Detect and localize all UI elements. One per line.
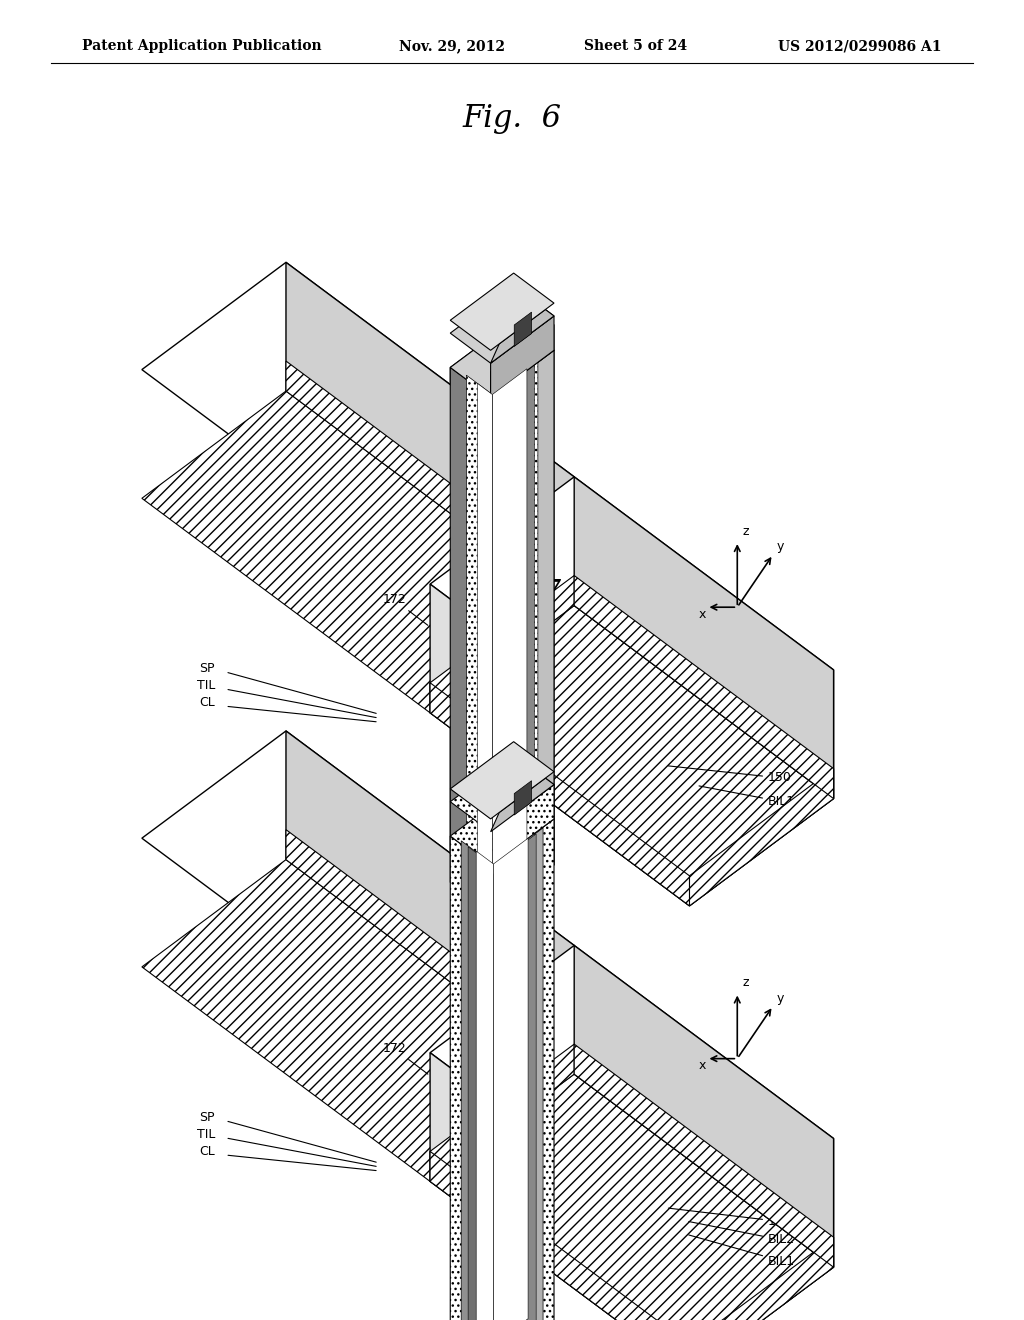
Polygon shape xyxy=(286,731,574,1074)
Text: x: x xyxy=(698,607,706,620)
Polygon shape xyxy=(430,477,834,777)
Polygon shape xyxy=(142,859,574,1181)
Polygon shape xyxy=(451,321,554,397)
Text: BIL1: BIL1 xyxy=(689,1236,795,1267)
Polygon shape xyxy=(689,671,834,906)
Polygon shape xyxy=(574,945,834,1267)
Text: Fig.  7: Fig. 7 xyxy=(463,578,561,610)
Text: US 2012/0299086 A1: US 2012/0299086 A1 xyxy=(778,40,942,53)
Text: Patent Application Publication: Patent Application Publication xyxy=(82,40,322,53)
Polygon shape xyxy=(514,312,531,346)
Polygon shape xyxy=(574,576,834,799)
Polygon shape xyxy=(490,777,554,832)
Polygon shape xyxy=(451,367,490,912)
Polygon shape xyxy=(494,828,543,1320)
Polygon shape xyxy=(430,1151,689,1320)
Polygon shape xyxy=(430,945,834,1246)
Polygon shape xyxy=(477,383,493,875)
Polygon shape xyxy=(430,583,689,906)
Polygon shape xyxy=(451,273,554,350)
Polygon shape xyxy=(689,1237,834,1320)
Polygon shape xyxy=(430,682,689,906)
Polygon shape xyxy=(492,360,538,892)
Polygon shape xyxy=(514,780,531,814)
Polygon shape xyxy=(430,1044,574,1181)
Polygon shape xyxy=(142,731,574,1053)
Polygon shape xyxy=(574,477,834,799)
Text: 172: 172 xyxy=(382,593,428,626)
Polygon shape xyxy=(451,836,490,1320)
Text: TIL: TIL xyxy=(197,678,215,692)
Text: y: y xyxy=(776,991,783,1005)
Polygon shape xyxy=(476,851,494,1320)
Polygon shape xyxy=(490,315,554,397)
Polygon shape xyxy=(490,325,554,397)
Polygon shape xyxy=(689,768,834,906)
Polygon shape xyxy=(430,945,574,1181)
Polygon shape xyxy=(466,375,492,892)
Polygon shape xyxy=(451,742,554,818)
Text: x: x xyxy=(698,1059,706,1072)
Text: z: z xyxy=(742,524,749,537)
Polygon shape xyxy=(490,818,554,1320)
Text: Nov. 29, 2012: Nov. 29, 2012 xyxy=(399,40,506,53)
Polygon shape xyxy=(451,789,554,866)
Text: 150: 150 xyxy=(669,766,792,784)
Polygon shape xyxy=(286,830,574,1074)
Polygon shape xyxy=(490,309,554,363)
Polygon shape xyxy=(286,263,574,606)
Text: Fig.  6: Fig. 6 xyxy=(463,103,561,135)
Text: SP: SP xyxy=(200,1110,215,1123)
Polygon shape xyxy=(142,391,574,713)
Text: 150: 150 xyxy=(669,1208,792,1228)
Polygon shape xyxy=(451,286,554,363)
Polygon shape xyxy=(494,838,528,1320)
Text: SP: SP xyxy=(200,661,215,675)
Text: BIL2: BIL2 xyxy=(689,1221,795,1246)
Polygon shape xyxy=(286,362,574,606)
Polygon shape xyxy=(494,834,537,1320)
Text: BIL1: BIL1 xyxy=(699,785,795,808)
Polygon shape xyxy=(689,1138,834,1320)
Polygon shape xyxy=(430,1074,834,1320)
Polygon shape xyxy=(574,1044,834,1267)
Polygon shape xyxy=(492,364,535,884)
Text: CL: CL xyxy=(200,696,215,709)
Polygon shape xyxy=(430,1053,689,1320)
Polygon shape xyxy=(514,321,554,865)
Polygon shape xyxy=(142,263,574,583)
Polygon shape xyxy=(451,755,554,832)
Polygon shape xyxy=(490,784,554,866)
Text: CL: CL xyxy=(200,1144,215,1158)
Text: z: z xyxy=(742,975,749,989)
Polygon shape xyxy=(451,321,514,882)
Polygon shape xyxy=(490,350,554,912)
Polygon shape xyxy=(468,847,494,1320)
Polygon shape xyxy=(430,477,574,713)
Text: y: y xyxy=(776,540,783,553)
Text: TIL: TIL xyxy=(197,1127,215,1140)
Polygon shape xyxy=(430,576,574,713)
Text: 172: 172 xyxy=(382,1041,428,1074)
Polygon shape xyxy=(493,368,527,875)
Polygon shape xyxy=(430,606,834,906)
Text: Sheet 5 of 24: Sheet 5 of 24 xyxy=(584,40,687,53)
Polygon shape xyxy=(461,841,494,1320)
